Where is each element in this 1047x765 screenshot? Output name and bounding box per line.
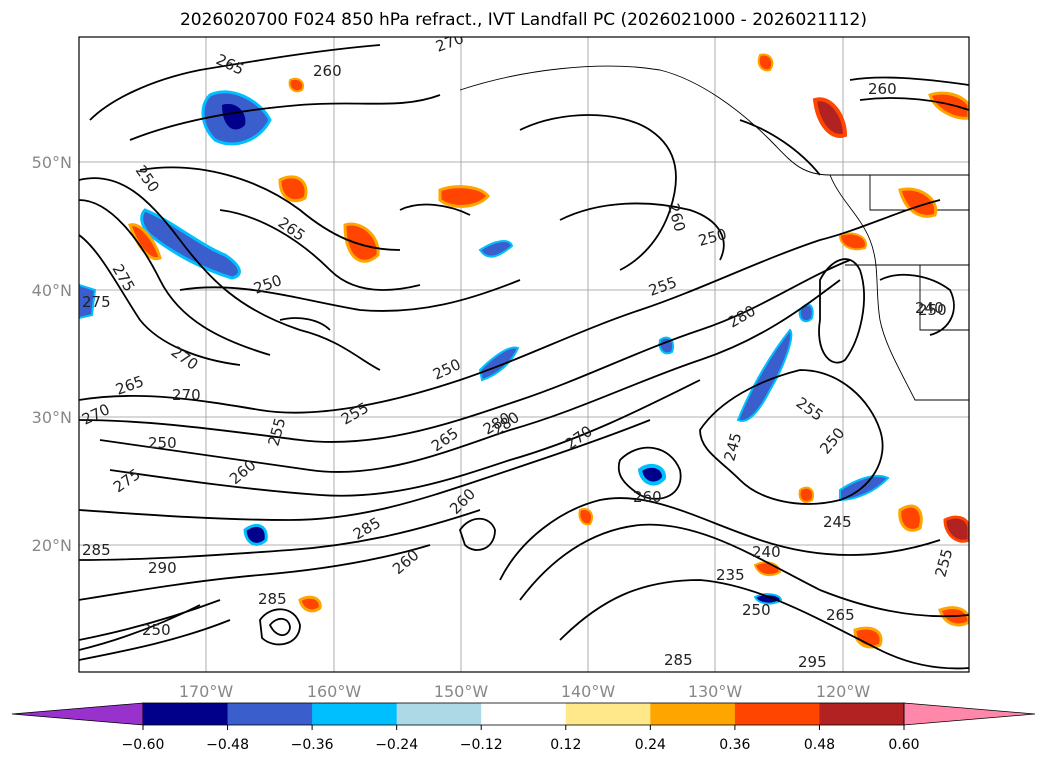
lat-label: 40°N bbox=[32, 281, 72, 300]
contour-label: 260 bbox=[313, 62, 342, 80]
colorbar-cell bbox=[143, 703, 229, 725]
lat-label: 50°N bbox=[32, 153, 72, 172]
contour-label: 240 bbox=[752, 543, 781, 561]
contour-label: 265 bbox=[826, 606, 855, 624]
contour-label: 250 bbox=[142, 621, 171, 639]
shaded-anomalies bbox=[79, 53, 969, 649]
lon-label: 160°W bbox=[307, 682, 362, 701]
lon-labels: 170°W 160°W 150°W 140°W 130°W 120°W bbox=[179, 682, 871, 701]
colorbar: −0.60 −0.48 −0.36 −0.24 −0.12 0.12 0.24 0.36 0.4… bbox=[11, 702, 1036, 753]
contour-label: 250 bbox=[742, 601, 771, 619]
colorbar-cell bbox=[565, 703, 651, 725]
colorbar-tick-label: −0.24 bbox=[375, 737, 418, 753]
lon-label: 150°W bbox=[434, 682, 489, 701]
map-title: 2026020700 F024 850 hPa refract., IVT La… bbox=[179, 10, 867, 30]
lon-label: 170°W bbox=[179, 682, 234, 701]
plot-border bbox=[78, 36, 970, 673]
colorbar-cell bbox=[396, 703, 482, 725]
colorbar-tick-label: 0.60 bbox=[888, 737, 919, 753]
colorbar-tick-label: −0.12 bbox=[460, 737, 503, 753]
contour-label: 285 bbox=[258, 590, 287, 608]
contour-label: 290 bbox=[148, 559, 177, 577]
contour-label: 245 bbox=[823, 513, 852, 531]
lat-label: 20°N bbox=[32, 536, 72, 555]
colorbar-tick-label: 0.12 bbox=[550, 737, 581, 753]
colorbar-left-extension bbox=[11, 702, 144, 726]
contour-label: 260 bbox=[633, 488, 662, 506]
colorbar-cell bbox=[312, 703, 398, 725]
coastline bbox=[459, 65, 969, 401]
contour-label: 250 bbox=[148, 434, 177, 452]
colorbar-tick-label: −0.60 bbox=[122, 737, 165, 753]
contour-label: 250 bbox=[918, 301, 947, 319]
colorbar-cell bbox=[481, 703, 567, 725]
colorbar-cell bbox=[734, 703, 820, 725]
colorbar-tick-label: 0.36 bbox=[719, 737, 750, 753]
colorbar-tick-label: 0.24 bbox=[635, 737, 666, 753]
colorbar-right-extension bbox=[903, 702, 1036, 726]
ivt-contours bbox=[79, 44, 969, 670]
contour-label: 260 bbox=[868, 80, 897, 98]
lon-label: 130°W bbox=[688, 682, 743, 701]
contour-label: 285 bbox=[82, 541, 111, 559]
contour-label: 270 bbox=[172, 386, 201, 404]
colorbar-tick-label: −0.36 bbox=[291, 737, 334, 753]
contour-label: 275 bbox=[82, 293, 111, 311]
colorbar-cell bbox=[819, 703, 905, 725]
contour-label: 235 bbox=[716, 566, 745, 584]
graticule bbox=[79, 37, 969, 672]
colorbar-cell bbox=[650, 703, 736, 725]
contour-label: 285 bbox=[664, 651, 693, 669]
colorbar-cell bbox=[227, 703, 313, 725]
contour-label: 240 bbox=[915, 299, 944, 317]
lon-label: 120°W bbox=[816, 682, 871, 701]
lat-labels: 50°N 40°N 30°N 20°N bbox=[32, 153, 72, 555]
contour-label: 295 bbox=[798, 653, 827, 671]
lat-label: 30°N bbox=[32, 408, 72, 427]
colorbar-tick-label: −0.48 bbox=[206, 737, 249, 753]
lon-label: 140°W bbox=[561, 682, 616, 701]
colorbar-tick-label: 0.48 bbox=[804, 737, 835, 753]
